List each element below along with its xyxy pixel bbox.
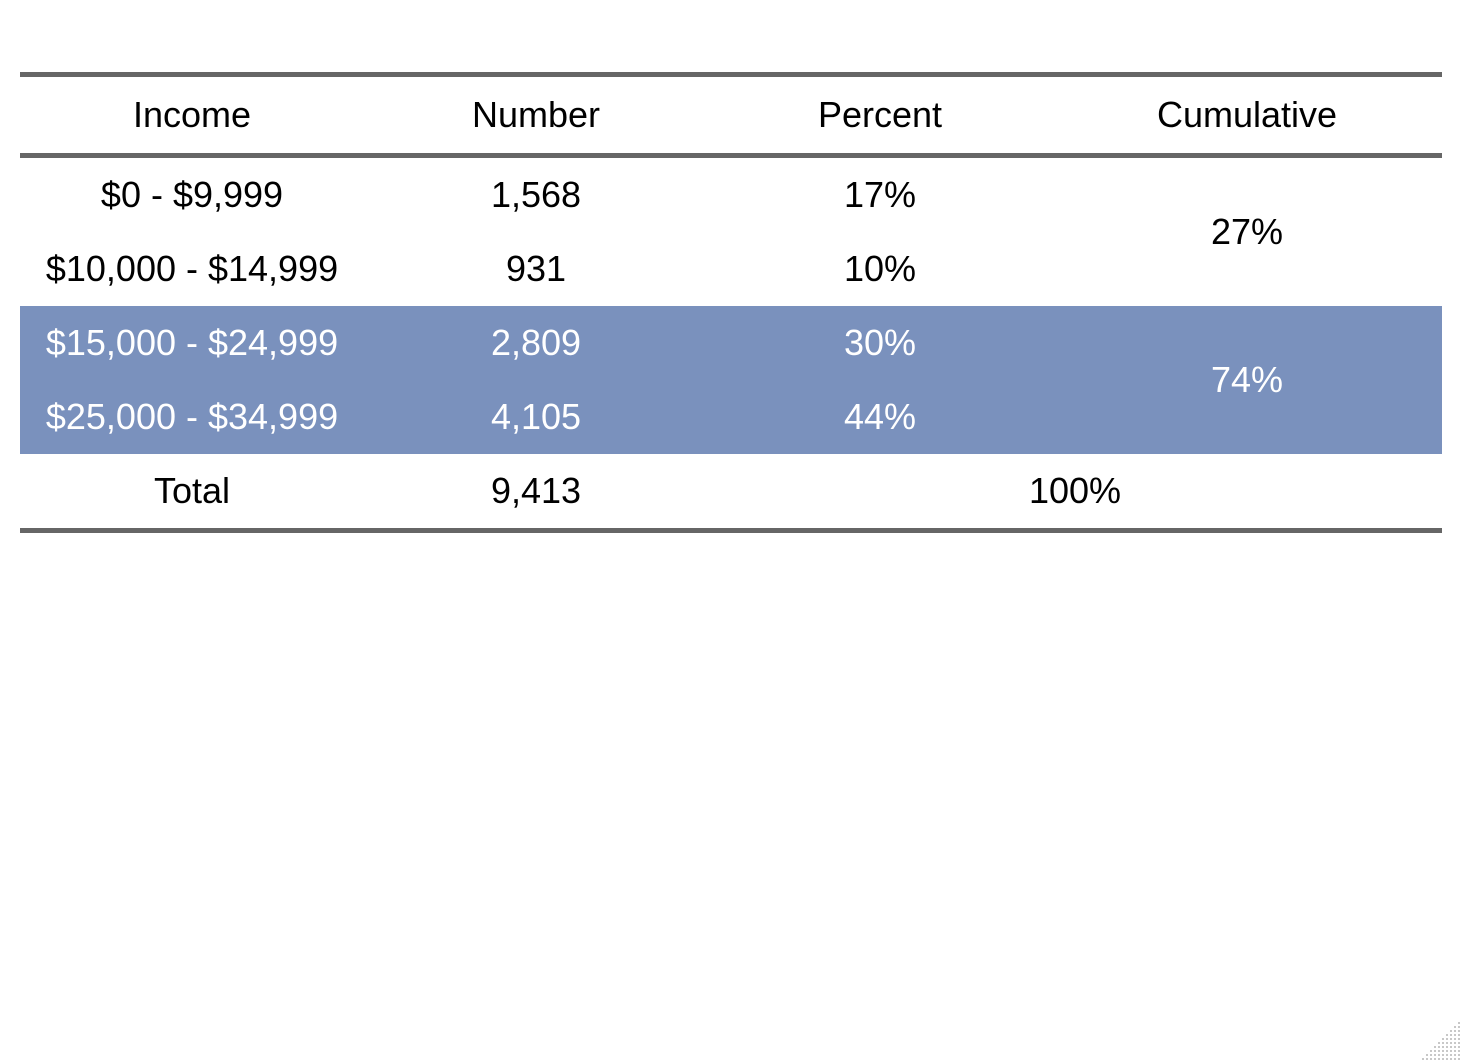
total-label: Total (153, 470, 231, 511)
table-row: $0 - $9,999 1,568 17% (20, 158, 1442, 232)
header-cumulative: Cumulative (1156, 94, 1338, 135)
income-group-highlighted: $15,000 - $24,999 2,809 30% $25,000 - $3… (20, 306, 1442, 454)
table-header-rule (20, 153, 1442, 158)
resize-grip-icon[interactable] (1418, 1018, 1462, 1062)
income-range: $10,000 - $14,999 (45, 248, 339, 289)
income-percent: 17% (843, 174, 917, 215)
table-row: $25,000 - $34,999 4,105 44% (20, 380, 1442, 454)
table-top-rule (20, 72, 1442, 77)
income-group-low: $0 - $9,999 1,568 17% $10,000 - $14,999 … (20, 158, 1442, 306)
group-cumulative-value: 74% (1210, 359, 1284, 400)
income-percent: 30% (843, 322, 917, 363)
total-number: 9,413 (490, 470, 582, 511)
table-total-row: Total 9,413 100% (20, 454, 1442, 528)
income-range: $25,000 - $34,999 (45, 396, 339, 437)
income-range: $15,000 - $24,999 (45, 322, 339, 363)
header-percent: Percent (817, 94, 943, 135)
total-percent: 100% (1028, 470, 1122, 511)
income-number: 931 (505, 248, 567, 289)
income-percent: 44% (843, 396, 917, 437)
income-number: 2,809 (490, 322, 582, 363)
table-row: $15,000 - $24,999 2,809 30% (20, 306, 1442, 380)
header-income: Income (132, 94, 252, 135)
table-header-row: Income Number Percent Cumulative (20, 77, 1442, 153)
group-cumulative-value: 27% (1210, 211, 1284, 252)
header-number: Number (471, 94, 601, 135)
income-number: 4,105 (490, 396, 582, 437)
income-table: Income Number Percent Cumulative $0 - $9… (20, 72, 1442, 533)
table-row: $10,000 - $14,999 931 10% (20, 232, 1442, 306)
income-percent: 10% (843, 248, 917, 289)
income-range: $0 - $9,999 (100, 174, 284, 215)
income-number: 1,568 (490, 174, 582, 215)
table-bottom-rule (20, 528, 1442, 533)
